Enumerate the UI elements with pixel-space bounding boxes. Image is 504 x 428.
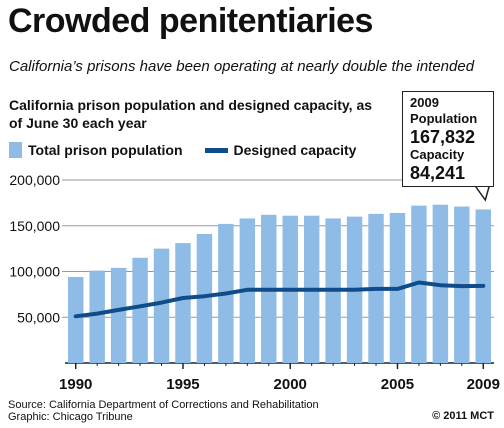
y-tick-label: 50,000 (17, 309, 60, 325)
bar-1990 (68, 276, 84, 363)
x-tick-label: 2005 (381, 376, 414, 393)
legend-bar-swatch (9, 142, 22, 158)
line-layer (73, 280, 486, 319)
legend-line-label: Designed capacity (233, 142, 357, 158)
callout-year: 2009 (410, 95, 439, 110)
bar-1992 (110, 267, 127, 363)
y-tick-layer: 50,000 100,000 150,000 200,000 (9, 172, 60, 325)
x-tick-layer: 1990 1995 2000 2005 2009 (59, 363, 500, 393)
x-tick-label: 1995 (166, 376, 199, 393)
y-tick-label: 200,000 (9, 172, 60, 188)
legend-bar-label: Total prison population (28, 142, 183, 158)
bar-1993 (132, 257, 148, 363)
callout-population-label: Population (410, 111, 478, 126)
bar-1994 (153, 248, 170, 363)
callout-population-value: 167,832 (410, 127, 476, 147)
source-text: Source: California Department of Correct… (8, 399, 319, 411)
callout-pointer-shape (473, 185, 491, 202)
copyright: © 2011 MCT (432, 410, 494, 422)
x-tick-label: 2000 (274, 376, 307, 393)
x-tick-label: 2009 (467, 376, 500, 393)
y-tick-label: 100,000 (9, 264, 60, 280)
y-tick-label: 150,000 (9, 218, 60, 234)
graphic-credit: Graphic: Chicago Tribune (8, 411, 133, 423)
bar-1996 (196, 233, 213, 363)
page-subtitle: California’s prisons have been operating… (9, 58, 475, 75)
grid-layer (62, 179, 494, 364)
bar-1995 (175, 243, 191, 363)
callout-capacity-value: 84,241 (410, 163, 466, 183)
chart-title: California prison population and designe… (9, 97, 373, 131)
legend-line-swatch (204, 147, 228, 153)
callout-pointer (473, 185, 491, 202)
chart-legend: Total prison population Designed capacit… (9, 142, 356, 158)
callout-capacity-label: Capacity (410, 147, 465, 162)
bar-1991 (89, 270, 105, 363)
source-note: Source: California Department of Correct… (8, 399, 319, 423)
page-title: Crowded penitentiaries (8, 2, 373, 40)
x-tick-label: 1990 (59, 376, 92, 393)
callout-2009: 2009 Population 167,832 Capacity 84,241 (402, 91, 494, 187)
capacity-line (73, 280, 486, 319)
